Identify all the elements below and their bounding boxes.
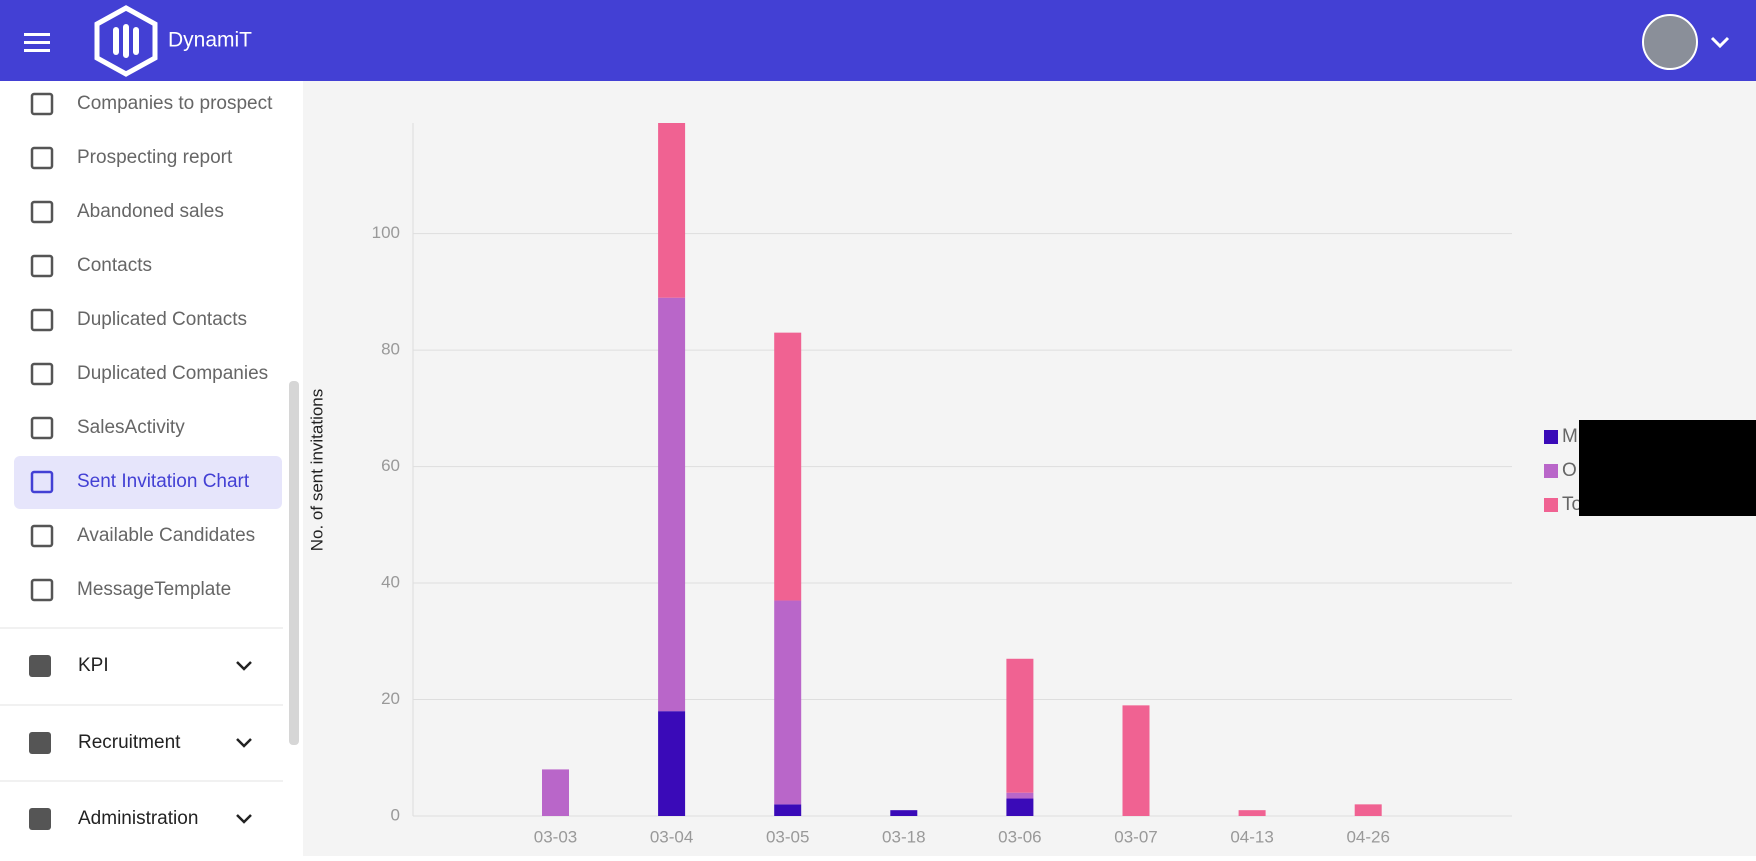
logo-bar — [123, 24, 129, 58]
menu-icon — [30, 254, 54, 278]
section-icon — [29, 808, 51, 830]
legend-swatch — [1544, 430, 1558, 444]
y-tick-label: 100 — [372, 223, 400, 242]
y-axis-label: No. of sent invitations — [307, 389, 326, 552]
logo-bar — [113, 27, 119, 55]
menu-item[interactable]: Available Candidates — [77, 525, 255, 546]
bar-segment — [774, 804, 802, 816]
menu-icon — [30, 362, 54, 386]
x-tick-label: 03-07 — [1114, 827, 1157, 846]
x-tick-label: 03-06 — [998, 827, 1041, 846]
menu-icon — [30, 524, 54, 548]
y-tick-label: 60 — [381, 456, 400, 475]
bar-segment — [1122, 705, 1150, 816]
menu-bar — [24, 49, 50, 52]
user-menu-arrow[interactable] — [1710, 36, 1730, 49]
menu-item[interactable]: Sent Invitation Chart — [77, 471, 250, 492]
bar-segment — [542, 769, 569, 816]
bar-segment — [1006, 792, 1034, 799]
bar-segment — [658, 297, 686, 712]
header — [0, 0, 1756, 81]
menu-icon — [30, 308, 54, 332]
menu-bar — [24, 41, 50, 44]
menu-button[interactable] — [24, 33, 50, 52]
menu-item[interactable]: Abandoned sales — [77, 201, 224, 222]
menu-item[interactable]: SalesActivity — [77, 417, 185, 438]
legend-label: O — [1562, 460, 1577, 481]
y-tick-label: 40 — [381, 573, 400, 592]
bar-segment — [774, 600, 802, 805]
x-tick-label: 03-18 — [882, 827, 925, 846]
menu-bar — [24, 33, 50, 36]
section-icon — [29, 732, 51, 754]
menu-icon — [30, 578, 54, 602]
x-tick-label: 04-26 — [1346, 827, 1389, 846]
menu-item[interactable]: Contacts — [77, 255, 152, 276]
legend-label: To — [1562, 494, 1582, 515]
menu-item[interactable]: Duplicated Companies — [77, 363, 268, 384]
avatar[interactable] — [1642, 14, 1698, 70]
logo-bar — [133, 27, 139, 55]
menu-item[interactable]: Prospecting report — [77, 147, 233, 168]
y-tick-label: 20 — [381, 689, 400, 708]
menu-item[interactable]: Duplicated Contacts — [77, 309, 247, 330]
expand-arrow[interactable] — [236, 738, 252, 748]
active-item-bg — [14, 456, 282, 509]
bar-segment — [1354, 804, 1382, 816]
bar-segment — [1238, 810, 1266, 816]
legend-swatch — [1544, 464, 1558, 478]
scrollbar — [289, 381, 299, 745]
menu-icon — [30, 92, 54, 116]
section-title[interactable]: Administration — [78, 808, 198, 829]
bar-segment — [774, 332, 802, 601]
bar-segment — [658, 123, 686, 298]
section-title[interactable]: Recruitment — [78, 732, 181, 753]
menu-icon — [30, 200, 54, 224]
x-tick-label: 03-05 — [766, 827, 809, 846]
section-title[interactable]: KPI — [78, 655, 109, 676]
bar-segment — [658, 711, 686, 816]
x-tick-label: 04-13 — [1230, 827, 1273, 846]
bar-segment — [890, 810, 918, 816]
bar-segment — [1006, 798, 1034, 816]
expand-arrow[interactable] — [236, 814, 252, 824]
bar-segment — [1006, 658, 1034, 793]
logo — [94, 5, 158, 77]
section-icon — [29, 655, 51, 677]
expand-arrow[interactable] — [236, 661, 252, 671]
menu-icon — [30, 146, 54, 170]
brand: DynamiT — [168, 29, 252, 52]
y-tick-label: 80 — [381, 340, 400, 359]
x-tick-label: 03-04 — [650, 827, 693, 846]
legend-label: M — [1562, 426, 1578, 447]
x-tick-label: 03-03 — [534, 827, 577, 846]
menu-icon — [30, 416, 54, 440]
legend-swatch — [1544, 498, 1558, 512]
menu-item[interactable]: MessageTemplate — [77, 579, 231, 600]
menu-item[interactable]: Companies to prospect — [77, 93, 273, 114]
y-tick-label: 0 — [391, 805, 400, 824]
menu-icon — [30, 470, 54, 494]
redaction — [1579, 420, 1756, 516]
